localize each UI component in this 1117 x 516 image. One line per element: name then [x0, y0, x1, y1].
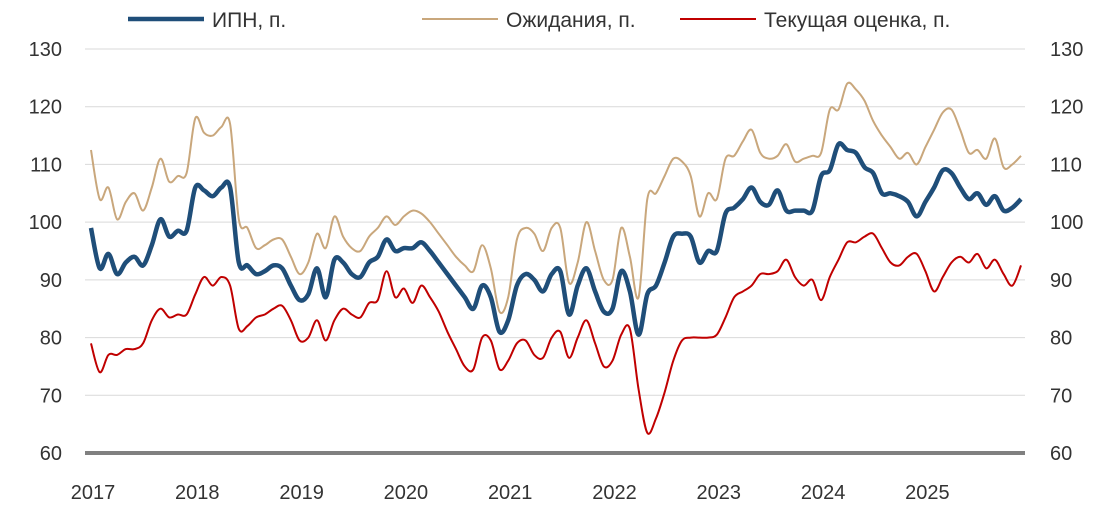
- y-tick-label-right: 70: [1050, 385, 1072, 407]
- legend-label: Ожидания, п.: [506, 9, 636, 32]
- left-y-axis: 60 70 80 90 100 110 120 130: [29, 39, 62, 465]
- legend: ИПН, п. Ожидания, п. Текущая оценка, п.: [128, 9, 950, 32]
- y-tick-label-right: 120: [1050, 97, 1083, 119]
- y-tick-label-right: 100: [1050, 212, 1083, 234]
- legend-label: Текущая оценка, п.: [764, 9, 950, 32]
- y-tick-label-left: 70: [40, 385, 62, 407]
- y-tick-label-left: 130: [29, 39, 62, 61]
- x-tick-label: 2020: [384, 482, 429, 504]
- x-tick-label: 2017: [71, 482, 116, 504]
- y-tick-label-right: 110: [1050, 154, 1082, 176]
- gridlines: [85, 48, 1025, 396]
- y-tick-label-right: 80: [1050, 328, 1072, 350]
- x-tick-label: 2019: [279, 482, 324, 504]
- y-tick-label-left: 100: [29, 212, 62, 234]
- y-tick-label-left: 90: [40, 270, 62, 292]
- x-tick-label: 2024: [801, 482, 846, 504]
- x-tick-label: 2025: [905, 482, 950, 504]
- x-tick-label: 2021: [488, 482, 533, 504]
- x-tick-label: 2023: [697, 482, 742, 504]
- x-tick-label: 2022: [592, 482, 637, 504]
- series-lines: [88, 81, 1023, 435]
- y-tick-label-left: 80: [40, 328, 62, 350]
- y-tick-label-left: 110: [30, 154, 62, 176]
- series-line-1: [90, 81, 1022, 315]
- x-axis: 2017 2018 2019 2020 2021 2022 2023 2024 2025: [71, 451, 1025, 504]
- series-line-2: [90, 232, 1022, 435]
- y-tick-label-right: 60: [1050, 443, 1072, 465]
- x-tick-label: 2018: [175, 482, 220, 504]
- y-tick-label-left: 60: [40, 443, 62, 465]
- y-tick-label-left: 120: [29, 97, 62, 119]
- right-y-axis: 60 70 80 90 100 110 120 130: [1050, 39, 1083, 465]
- legend-label: ИПН, п.: [212, 9, 286, 32]
- y-tick-label-right: 130: [1050, 39, 1083, 61]
- y-tick-label-right: 90: [1050, 270, 1072, 292]
- series-line-0: [88, 141, 1023, 337]
